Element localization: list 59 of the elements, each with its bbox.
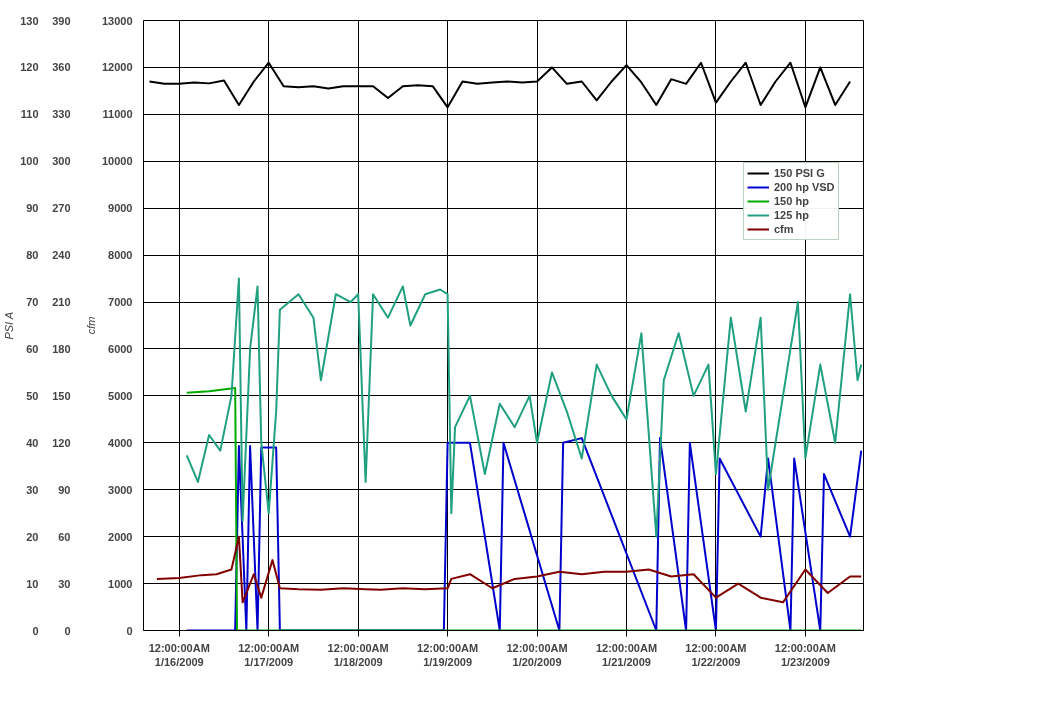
y-tick-label: 100 — [20, 155, 39, 168]
y3-tick-label: 9000 — [108, 202, 133, 215]
y3-tick-label: 0 — [126, 624, 133, 637]
y2-tick-label: 0 — [64, 624, 71, 637]
y2-tick-label: 180 — [52, 342, 71, 355]
legend-label: 150 PSI G — [774, 165, 825, 180]
y3-axis-title: cfm — [84, 316, 97, 335]
y-tick-label: 10 — [26, 577, 39, 590]
y3-tick-label: 7000 — [108, 296, 133, 309]
x-tick-label: 12:00:00AM 1/18/2009 — [327, 641, 389, 668]
line-series — [185, 277, 863, 538]
legend-label: 200 hp VSD — [774, 179, 835, 194]
y3-tick-label: 2000 — [108, 530, 133, 543]
y-tick-label: 130 — [20, 14, 39, 27]
y2-tick-label: 330 — [52, 108, 71, 121]
y2-tick-label: 360 — [52, 61, 71, 74]
legend-label: cfm — [774, 221, 794, 236]
y-tick-label: 50 — [26, 389, 39, 402]
y3-tick-label: 4000 — [108, 436, 133, 449]
y-tick-label: 70 — [26, 296, 39, 309]
legend-label: 150 hp — [774, 193, 809, 208]
y3-tick-label: 8000 — [108, 249, 133, 262]
y2-tick-label: 270 — [52, 202, 71, 215]
x-tick-label: 12:00:00AM 1/16/2009 — [148, 641, 210, 668]
y2-tick-label: 150 — [52, 389, 71, 402]
x-tick-label: 12:00:00AM 1/22/2009 — [685, 641, 747, 668]
y-tick-label: 80 — [26, 249, 39, 262]
y3-tick-label: 1000 — [108, 577, 133, 590]
y3-tick-label: 12000 — [101, 61, 133, 74]
x-tick-label: 12:00:00AM 1/21/2009 — [595, 641, 658, 668]
x-tick-label: 12:00:00AM 1/19/2009 — [417, 641, 479, 668]
y3-tick-label: 6000 — [108, 342, 133, 355]
y-tick-label: 0 — [32, 624, 39, 637]
y2-tick-label: 30 — [58, 577, 71, 590]
y2-tick-label: 120 — [52, 436, 71, 449]
y3-tick-label: 3000 — [108, 483, 133, 496]
y-axis-title: PSI A — [3, 311, 16, 340]
y3-tick-label: 13000 — [101, 14, 133, 27]
y-tick-label: 30 — [26, 483, 39, 496]
y2-tick-label: 210 — [52, 296, 71, 309]
y-tick-label: 120 — [20, 61, 39, 74]
y-tick-label: 20 — [26, 530, 39, 543]
x-tick-label: 12:00:00AM 1/20/2009 — [506, 641, 568, 668]
y-tick-label: 40 — [26, 436, 39, 449]
y3-tick-label: 5000 — [108, 389, 133, 402]
y-tick-label: 90 — [26, 202, 39, 215]
y2-tick-label: 300 — [52, 155, 71, 168]
x-tick-label: 12:00:00AM 1/23/2009 — [774, 641, 836, 668]
y2-tick-label: 390 — [52, 14, 71, 27]
x-tick-label: 12:00:00AM 1/17/2009 — [238, 641, 300, 668]
y2-tick-label: 240 — [52, 249, 71, 262]
y2-tick-label: 90 — [58, 483, 71, 496]
line-series — [155, 535, 863, 604]
y-tick-label: 110 — [20, 108, 39, 121]
y3-tick-label: 10000 — [101, 155, 133, 168]
y-tick-label: 60 — [26, 342, 39, 355]
legend-label: 125 hp — [774, 207, 809, 222]
y2-tick-label: 60 — [58, 530, 71, 543]
y3-tick-label: 11000 — [102, 108, 133, 121]
